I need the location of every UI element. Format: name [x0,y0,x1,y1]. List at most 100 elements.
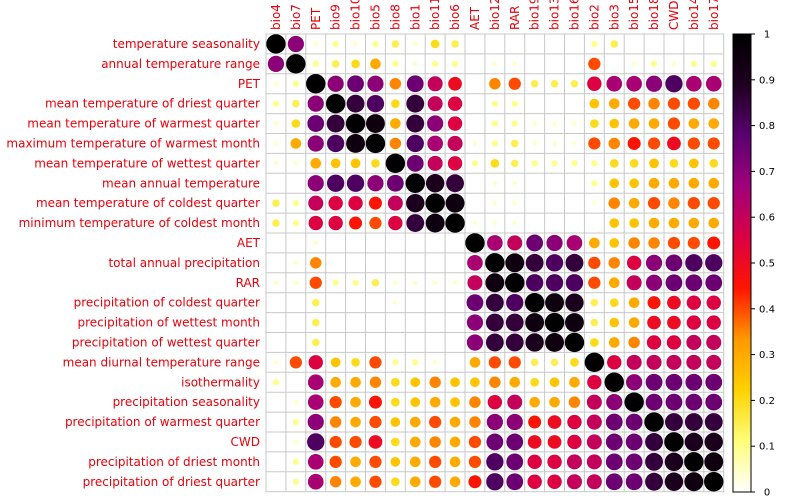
correlation-circle [566,235,583,251]
correlation-circle [447,96,463,111]
column-label: bio10 [349,0,363,30]
correlation-circle [665,274,683,292]
correlation-circle [544,312,565,333]
colorbar-tick-label: 0.2 [759,396,775,407]
correlation-circle [272,219,280,227]
correlation-circle [566,454,582,470]
correlation-circle [688,177,700,189]
correlation-circle [550,358,559,367]
correlation-circle [625,413,643,431]
column-label: AET [468,6,482,30]
row-label: precipitation of driest month [88,455,260,469]
correlation-circle [511,100,518,107]
correlation-circle [487,235,503,251]
correlation-circle [329,396,342,409]
correlation-circle [648,118,660,129]
correlation-circle [591,180,598,187]
column-label: bio11 [428,0,442,30]
correlation-circle [586,434,602,450]
correlation-circle [485,313,504,332]
correlation-circle [406,94,425,113]
correlation-circle [345,113,366,134]
correlation-circle [590,119,599,128]
correlation-circle [552,141,557,146]
correlation-circle [466,294,484,312]
correlation-circle [350,158,361,169]
row-label: mean diurnal temperature range [63,355,260,369]
correlation-circle [667,236,681,250]
correlation-circle [508,356,521,369]
correlation-circle [624,392,644,412]
correlation-circle [689,158,699,169]
correlation-circle [508,77,521,90]
correlation-circle [326,134,345,153]
correlation-circle [529,396,540,408]
correlation-circle [645,274,663,291]
correlation-circle [292,200,299,207]
correlation-circle [393,300,398,305]
column-label: bio19 [528,0,542,30]
correlation-circle [427,115,444,132]
correlation-circle [308,215,323,231]
correlation-circle [628,297,640,308]
correlation-circle [626,75,642,92]
correlation-circle [704,452,724,472]
correlation-circle [409,436,421,448]
correlation-circle [485,273,505,293]
correlation-circle [350,476,361,488]
correlation-circle [625,453,643,471]
correlation-circle [591,40,598,48]
correlation-circle [626,374,643,391]
correlation-circle [272,199,280,207]
correlation-circle [687,197,700,210]
correlation-circle [666,354,682,370]
correlation-circle [412,359,419,366]
correlation-circle [604,372,624,392]
correlation-circle [311,298,320,307]
correlation-circle [586,454,602,470]
correlation-circle [704,413,723,431]
row-label: precipitation of driest quarter [83,475,260,489]
correlation-circle [684,432,704,452]
correlation-circle [645,75,663,92]
correlation-circle [628,237,640,249]
correlation-circle [572,141,577,146]
correlation-circle [347,75,364,93]
correlation-circle [570,79,579,88]
correlation-circle [486,453,504,471]
correlation-circle [506,473,524,491]
colorbar-tick-label: 0.8 [759,121,775,132]
correlation-circle [391,40,400,48]
correlation-circle [565,253,584,272]
correlation-circle [512,200,517,206]
correlation-circle [649,158,659,169]
correlation-circle [387,195,403,211]
correlation-circle [626,354,642,370]
correlation-circle [589,237,600,249]
correlation-circle [527,454,542,470]
correlation-circle [609,118,620,129]
correlation-circle [628,197,640,209]
correlation-circle [308,355,323,370]
correlation-circle [349,435,362,449]
correlation-circle [684,413,703,431]
correlation-circle [505,333,524,352]
correlation-circle [273,161,279,166]
correlation-circle [527,474,542,489]
correlation-circle [289,356,302,369]
row-label: RAR [236,276,260,290]
correlation-circle [665,393,683,411]
correlation-circle [469,416,481,428]
correlation-circle [525,333,544,352]
correlation-circle [427,155,443,171]
correlation-circle [571,160,578,167]
correlation-circle [512,61,517,67]
correlation-circle [447,135,463,151]
correlation-circle [366,94,385,113]
correlation-circle [605,413,623,431]
correlation-circle [510,139,519,148]
correlation-circle [307,175,324,192]
correlation-circle [405,173,425,193]
correlation-circle [706,354,722,370]
colorbar-tick-label: 0.7 [759,167,775,178]
